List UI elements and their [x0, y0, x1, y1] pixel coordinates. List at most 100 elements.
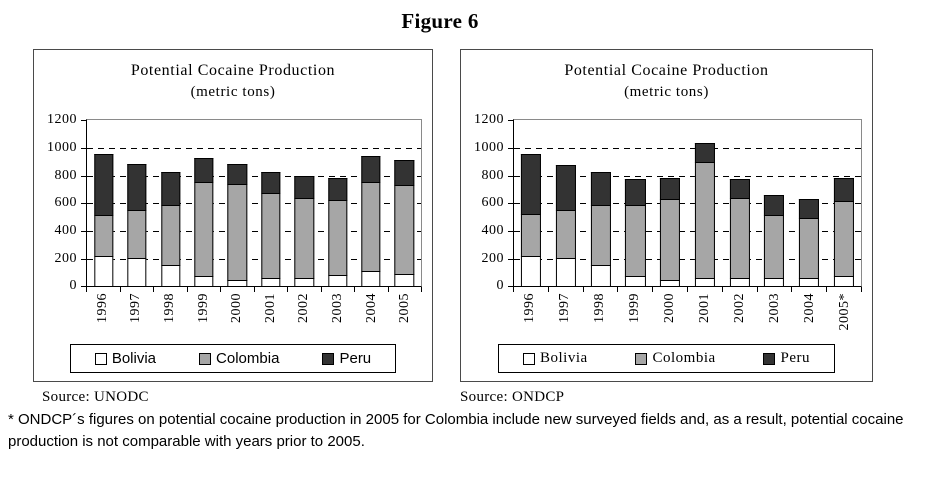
x-tick-mark [723, 287, 758, 292]
y-tick-label: 400 [54, 222, 77, 238]
bar-column-2003 [757, 120, 792, 287]
bar-segment-colombia [361, 182, 381, 272]
bar-segment-colombia [625, 205, 646, 277]
x-tick-label: 2002 [731, 292, 747, 323]
x-label-cell: 2005* [827, 293, 862, 344]
x-tick-mark [355, 287, 389, 292]
stacked-bar-1997 [127, 164, 147, 287]
stacked-bar-1998 [590, 172, 611, 287]
x-tick-label: 1998 [161, 292, 177, 323]
stacked-bar-2000 [227, 164, 248, 287]
bar-segment-colombia [555, 210, 577, 259]
bar-segment-bolivia [394, 274, 415, 287]
bar-segment-colombia [833, 201, 854, 277]
x-label-cell: 2002 [722, 293, 757, 344]
stacked-bar-2002 [294, 176, 314, 287]
bar-column-2000 [653, 120, 688, 287]
y-tick-label: 400 [481, 222, 504, 238]
bar-segment-colombia [694, 162, 715, 279]
gridline [87, 203, 421, 205]
y-tick-mark [81, 147, 87, 149]
legend-label: Peru [780, 350, 810, 366]
bar-segment-colombia [294, 198, 314, 279]
bar-segment-colombia [764, 215, 785, 279]
x-tick-label: 2000 [662, 292, 678, 323]
legend: Bolivia Colombia Peru [497, 344, 835, 373]
x-tick-mark [513, 287, 549, 292]
bar-column-1996 [87, 120, 120, 287]
plot-wrap: 0 200 400 600 800 1000 1200 [461, 112, 872, 293]
bar-column-2001 [254, 120, 287, 287]
y-tick-label: 1000 [47, 139, 77, 155]
bar-segment-peru [194, 158, 214, 183]
bar-segment-colombia [160, 205, 181, 266]
x-tick-mark [389, 287, 422, 292]
source-ondcp: Source: ONDCP [460, 389, 873, 406]
x-label-cell: 1997 [120, 293, 154, 344]
legend: Bolivia Colombia Peru [69, 344, 397, 373]
bar-segment-colombia [798, 218, 820, 279]
y-tick-mark [81, 120, 87, 122]
chart-title-line2: (metric tons) [624, 84, 709, 101]
bar-segment-bolivia [94, 256, 114, 287]
x-tick-label: 2005 [397, 292, 413, 323]
bar-segment-peru [227, 164, 248, 185]
gridline [87, 258, 421, 260]
bar-segment-colombia [590, 205, 611, 266]
y-tick-label: 0 [496, 278, 504, 294]
x-label-cell: 1996 [86, 293, 120, 344]
bar-segment-bolivia [521, 256, 542, 287]
bar-segment-colombia [227, 184, 248, 281]
bar-segment-colombia [394, 185, 415, 275]
legend-swatch-peru [763, 352, 776, 365]
bar-segment-peru [521, 154, 542, 215]
legend-label: Peru [339, 350, 372, 367]
stacked-bar-2003 [764, 195, 785, 287]
bar-segment-bolivia [327, 275, 348, 287]
x-label-cell: 1998 [153, 293, 187, 344]
x-label-cell: 2000 [220, 293, 254, 344]
x-tick-mark [688, 287, 723, 292]
bar-segment-bolivia [127, 258, 147, 287]
x-tick-mark [758, 287, 793, 292]
bar-segment-bolivia [660, 280, 681, 287]
bar-segment-peru [160, 172, 181, 206]
stacked-bar-1996 [521, 154, 542, 287]
bar-segment-peru [94, 154, 114, 216]
x-tick-label: 2003 [766, 292, 782, 323]
stacked-bar-2002 [729, 179, 750, 287]
bar-column-2004 [354, 120, 387, 287]
stacked-bar-1997 [555, 165, 577, 287]
y-tick-label: 800 [481, 167, 504, 183]
bar-column-2002 [287, 120, 320, 287]
stacked-bar-2001 [261, 172, 281, 287]
bar-column-2004 [792, 120, 827, 287]
gridline [514, 203, 861, 205]
bar-segment-peru [590, 172, 611, 206]
stacked-bar-1999 [625, 179, 646, 287]
plot-wrap: 0 200 400 600 800 1000 1200 [34, 112, 432, 293]
x-tick-label: 1996 [522, 292, 538, 323]
bar-segment-bolivia [361, 271, 381, 287]
bar-segment-colombia [94, 215, 114, 257]
stacked-bar-1999 [194, 158, 214, 287]
stacked-bar-2000 [660, 178, 681, 287]
x-axis-ticks [513, 287, 862, 292]
y-tick-label: 200 [481, 250, 504, 266]
stacked-bar-2005 [394, 160, 415, 287]
x-axis-labels: 1996 1997 1998 1999 2000 2001 2002 2003 2004 2005… [513, 293, 862, 344]
stacked-bar-2004 [361, 156, 381, 287]
bar-column-1997 [549, 120, 584, 287]
source-prefix: Source: [460, 389, 508, 405]
bar-segment-bolivia [590, 265, 611, 287]
x-label-cell: 1999 [618, 293, 653, 344]
chart-title: Potential Cocaine Production (metric ton… [461, 59, 872, 103]
bar-segment-bolivia [294, 278, 314, 287]
x-tick-mark [549, 287, 584, 292]
bar-column-2005* [826, 120, 861, 287]
x-label-cell: 1999 [187, 293, 221, 344]
legend-swatch-colombia [635, 352, 648, 365]
y-tick-label: 600 [481, 195, 504, 211]
bar-segment-colombia [261, 193, 281, 279]
bar-segment-colombia [660, 199, 681, 281]
